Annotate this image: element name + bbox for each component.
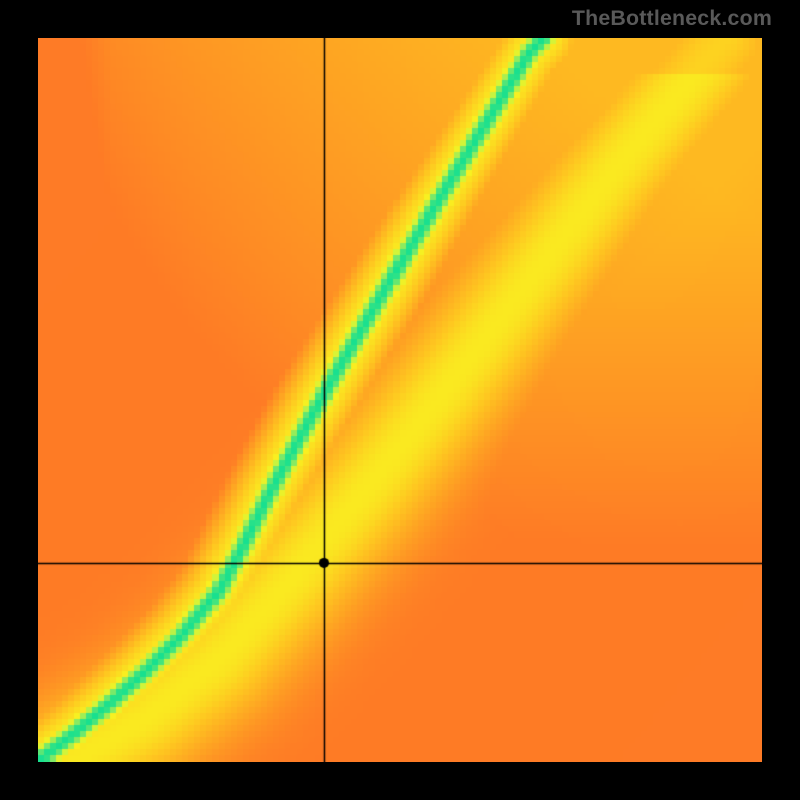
bottleneck-heatmap — [38, 38, 762, 762]
chart-container: TheBottleneck.com — [0, 0, 800, 800]
watermark-text: TheBottleneck.com — [572, 6, 772, 31]
